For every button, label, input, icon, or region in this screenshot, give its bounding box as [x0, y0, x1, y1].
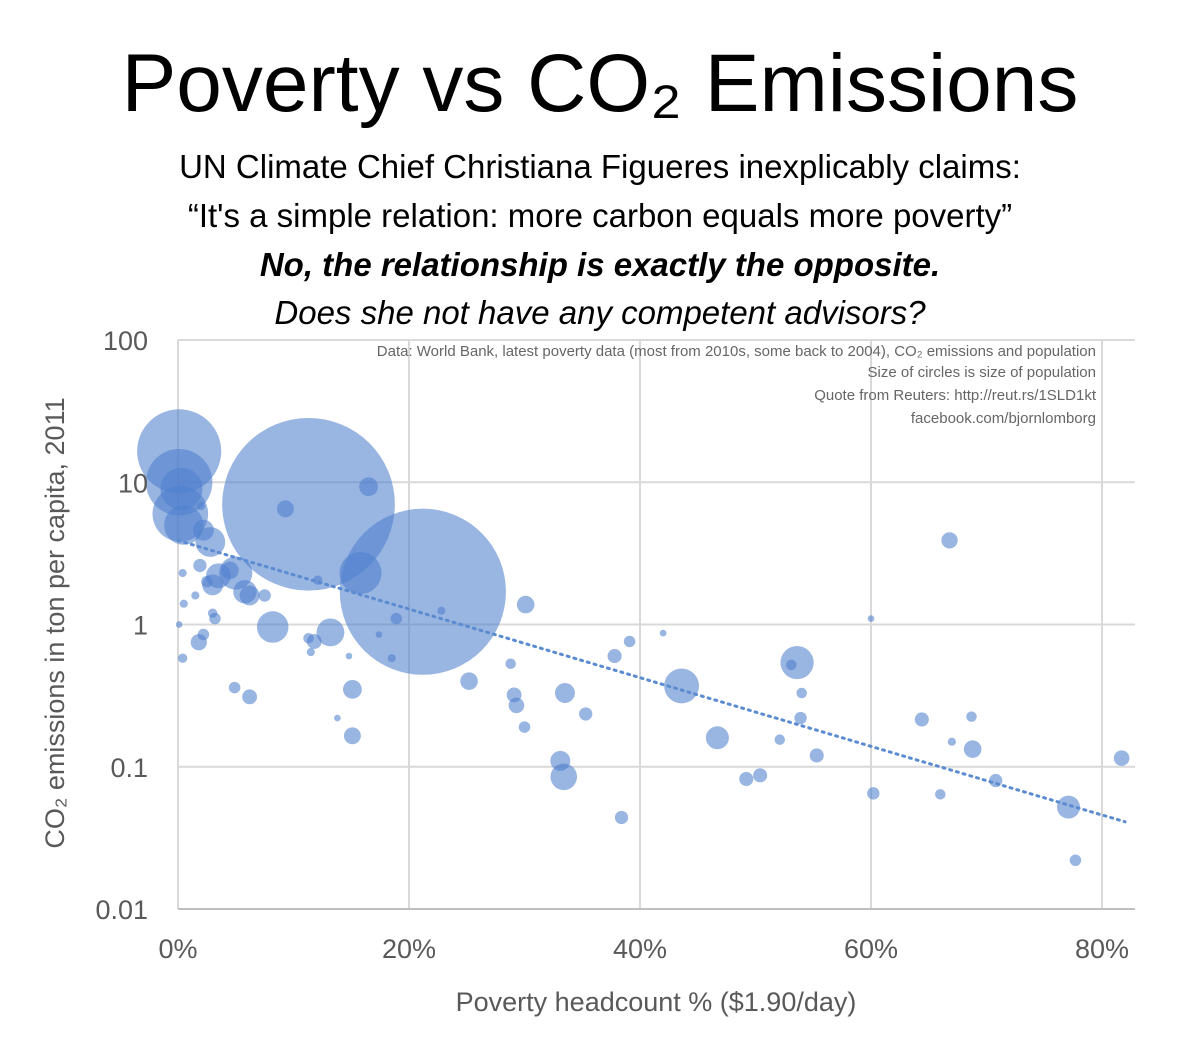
- bubble-point: [867, 787, 880, 800]
- bubble-point: [177, 653, 188, 663]
- bubble-point: [191, 591, 200, 600]
- bubble-point: [914, 712, 929, 727]
- bubble-point: [1113, 750, 1130, 766]
- bubble-point: [460, 672, 478, 690]
- bubble-point: [178, 568, 187, 578]
- bubble-point: [164, 505, 204, 545]
- y-tick-label: 100: [103, 326, 148, 356]
- note-circle-size: Size of circles is size of population: [868, 364, 1096, 381]
- bubbles: [137, 409, 1130, 867]
- bubble-point: [160, 467, 203, 510]
- bubble-point: [780, 645, 814, 680]
- bubble-point: [343, 727, 361, 745]
- bubble-point: [197, 628, 210, 641]
- subtitle-claim-intro: UN Climate Chief Christiana Figueres ine…: [179, 148, 1021, 185]
- bubble-point: [518, 721, 531, 733]
- bubble-point: [359, 477, 378, 497]
- bubble-point: [614, 810, 629, 825]
- trendline: [176, 538, 1127, 824]
- bubble-point: [867, 615, 875, 622]
- bubble-point: [963, 740, 982, 758]
- bubble-point: [947, 737, 956, 746]
- bubble-point: [345, 652, 353, 660]
- subtitle-quote: “It's a simple relation: more carbon equ…: [187, 197, 1013, 234]
- bubble-point: [506, 687, 522, 703]
- bubble-point: [316, 618, 345, 647]
- bubble-point: [192, 519, 214, 541]
- bubble-point: [786, 659, 797, 671]
- bubble-point: [796, 687, 807, 699]
- bubble-point: [334, 714, 341, 722]
- bubble-point: [375, 631, 383, 638]
- bubble-point: [390, 612, 403, 625]
- bubble-point: [207, 608, 218, 618]
- bubble-point: [659, 629, 667, 637]
- bubble-point: [505, 658, 516, 669]
- x-axis-ticks: 0% 20% 40% 60% 80%: [158, 934, 1129, 964]
- bubble-point: [607, 649, 622, 664]
- bubble-point: [664, 668, 700, 704]
- x-tick-label: 60%: [844, 934, 898, 964]
- bubble-point: [387, 654, 396, 663]
- y-axis-title: CO₂ emissions in ton per capita, 2011: [40, 397, 70, 848]
- x-tick-label: 20%: [382, 934, 436, 964]
- bubble-point: [809, 748, 824, 763]
- bubble-point: [550, 750, 571, 771]
- note-quote-source: Quote from Reuters: http://reut.rs/1SLD1…: [814, 387, 1097, 404]
- bubble-point: [774, 734, 786, 745]
- bubble-point: [228, 681, 241, 694]
- bubble-point: [1069, 854, 1082, 867]
- source-notes: Data: World Bank, latest poverty data (m…: [377, 343, 1097, 427]
- y-tick-label: 0.1: [110, 753, 148, 783]
- bubble-point: [794, 711, 807, 725]
- bubble-point: [966, 711, 977, 722]
- bubble-point: [197, 502, 206, 511]
- bubble-point: [306, 648, 315, 657]
- bubble-point: [276, 500, 294, 518]
- bubble-point: [221, 561, 239, 580]
- bubble-point: [193, 558, 207, 573]
- bubble-point: [941, 532, 958, 549]
- bubble-point: [222, 417, 395, 591]
- page-title: Poverty vs CO₂ Emissions: [121, 38, 1079, 129]
- bubble-point: [179, 599, 188, 608]
- y-tick-label: 10: [118, 468, 148, 498]
- bubble-point: [516, 595, 535, 614]
- bubble-point: [343, 679, 362, 699]
- bubble-point: [437, 606, 446, 615]
- bubble-point: [705, 726, 729, 750]
- bubble-point: [303, 633, 314, 644]
- bubble-point: [554, 683, 575, 703]
- x-tick-label: 40%: [613, 934, 667, 964]
- bubble-point: [201, 575, 213, 588]
- bubble-point: [242, 689, 258, 705]
- y-tick-label: 0.01: [95, 895, 148, 925]
- bubble-point: [175, 621, 183, 628]
- y-axis-ticks: 0.01 0.1 1 10 100: [95, 326, 148, 925]
- bubble-point: [256, 611, 289, 643]
- bubble-point: [739, 771, 754, 787]
- x-tick-label: 0%: [158, 934, 197, 964]
- note-facebook: facebook.com/bjornlomborg: [911, 410, 1096, 427]
- bubble-point: [1056, 795, 1081, 819]
- bubble-point: [623, 635, 636, 648]
- x-axis-title: Poverty headcount % ($1.90/day): [456, 987, 857, 1017]
- bubble-point: [753, 768, 768, 783]
- x-tick-label: 80%: [1075, 934, 1129, 964]
- subtitle-rebuttal: No, the relationship is exactly the oppo…: [259, 246, 941, 283]
- bubble-point: [935, 789, 946, 800]
- note-data-source: Data: World Bank, latest poverty data (m…: [377, 343, 1096, 360]
- y-tick-label: 1: [133, 611, 148, 641]
- bubble-point: [579, 707, 593, 721]
- bubble-point: [339, 552, 382, 595]
- subtitle-question: Does she not have any competent advisors…: [274, 294, 926, 331]
- bubble-point: [239, 585, 260, 606]
- bubble-point: [258, 589, 271, 602]
